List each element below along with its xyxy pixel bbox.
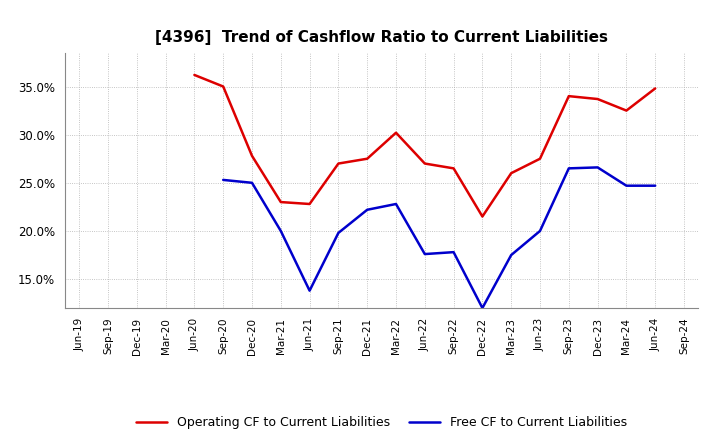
Free CF to Current Liabilities: [334, 230, 343, 235]
Operating CF to Current Liabilities: [190, 72, 199, 77]
Operating CF to Current Liabilities: [622, 108, 631, 113]
Operating CF to Current Liabilities: [392, 130, 400, 136]
Operating CF to Current Liabilities: [305, 202, 314, 207]
Free CF to Current Liabilities: [536, 228, 544, 234]
Free CF to Current Liabilities: [219, 177, 228, 183]
Operating CF to Current Liabilities: [651, 86, 660, 91]
Operating CF to Current Liabilities: [564, 93, 573, 99]
Free CF to Current Liabilities: [248, 180, 256, 185]
Legend: Operating CF to Current Liabilities, Free CF to Current Liabilities: Operating CF to Current Liabilities, Fre…: [131, 411, 632, 434]
Operating CF to Current Liabilities: [536, 156, 544, 161]
Free CF to Current Liabilities: [276, 228, 285, 234]
Line: Operating CF to Current Liabilities: Operating CF to Current Liabilities: [194, 75, 655, 216]
Free CF to Current Liabilities: [363, 207, 372, 213]
Title: [4396]  Trend of Cashflow Ratio to Current Liabilities: [4396] Trend of Cashflow Ratio to Curren…: [155, 29, 608, 45]
Free CF to Current Liabilities: [507, 253, 516, 258]
Free CF to Current Liabilities: [305, 288, 314, 293]
Line: Free CF to Current Liabilities: Free CF to Current Liabilities: [223, 167, 655, 308]
Free CF to Current Liabilities: [478, 305, 487, 311]
Free CF to Current Liabilities: [651, 183, 660, 188]
Free CF to Current Liabilities: [420, 251, 429, 257]
Free CF to Current Liabilities: [593, 165, 602, 170]
Free CF to Current Liabilities: [564, 166, 573, 171]
Operating CF to Current Liabilities: [507, 171, 516, 176]
Operating CF to Current Liabilities: [449, 166, 458, 171]
Free CF to Current Liabilities: [622, 183, 631, 188]
Operating CF to Current Liabilities: [276, 199, 285, 205]
Operating CF to Current Liabilities: [478, 214, 487, 219]
Operating CF to Current Liabilities: [248, 153, 256, 158]
Operating CF to Current Liabilities: [593, 96, 602, 102]
Operating CF to Current Liabilities: [363, 156, 372, 161]
Free CF to Current Liabilities: [392, 202, 400, 207]
Operating CF to Current Liabilities: [219, 84, 228, 89]
Operating CF to Current Liabilities: [420, 161, 429, 166]
Free CF to Current Liabilities: [449, 249, 458, 255]
Operating CF to Current Liabilities: [334, 161, 343, 166]
